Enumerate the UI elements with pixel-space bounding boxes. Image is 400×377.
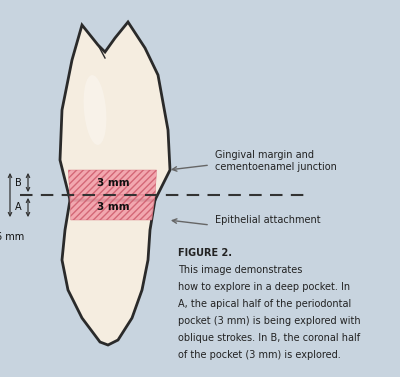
Polygon shape: [70, 195, 155, 220]
Polygon shape: [62, 200, 155, 345]
Text: 6 mm: 6 mm: [0, 232, 24, 242]
Text: of the pocket (3 mm) is explored.: of the pocket (3 mm) is explored.: [178, 350, 341, 360]
Ellipse shape: [84, 75, 106, 145]
Text: oblique strokes. In B, the coronal half: oblique strokes. In B, the coronal half: [178, 333, 360, 343]
Text: B: B: [15, 178, 21, 187]
Text: 3 mm: 3 mm: [97, 202, 129, 213]
Text: how to explore in a deep pocket. In: how to explore in a deep pocket. In: [178, 282, 350, 292]
Text: 3 mm: 3 mm: [97, 178, 129, 187]
Text: FIGURE 2.: FIGURE 2.: [178, 248, 232, 258]
Text: Gingival margin and: Gingival margin and: [215, 150, 314, 160]
Polygon shape: [68, 170, 156, 195]
Polygon shape: [60, 22, 170, 200]
Text: cementoenamel junction: cementoenamel junction: [215, 162, 337, 172]
Text: A: A: [15, 202, 21, 213]
Text: Epithelial attachment: Epithelial attachment: [215, 215, 321, 225]
Text: This image demonstrates: This image demonstrates: [178, 265, 302, 275]
Text: pocket (3 mm) is being explored with: pocket (3 mm) is being explored with: [178, 316, 361, 326]
Text: A, the apical half of the periodontal: A, the apical half of the periodontal: [178, 299, 351, 309]
